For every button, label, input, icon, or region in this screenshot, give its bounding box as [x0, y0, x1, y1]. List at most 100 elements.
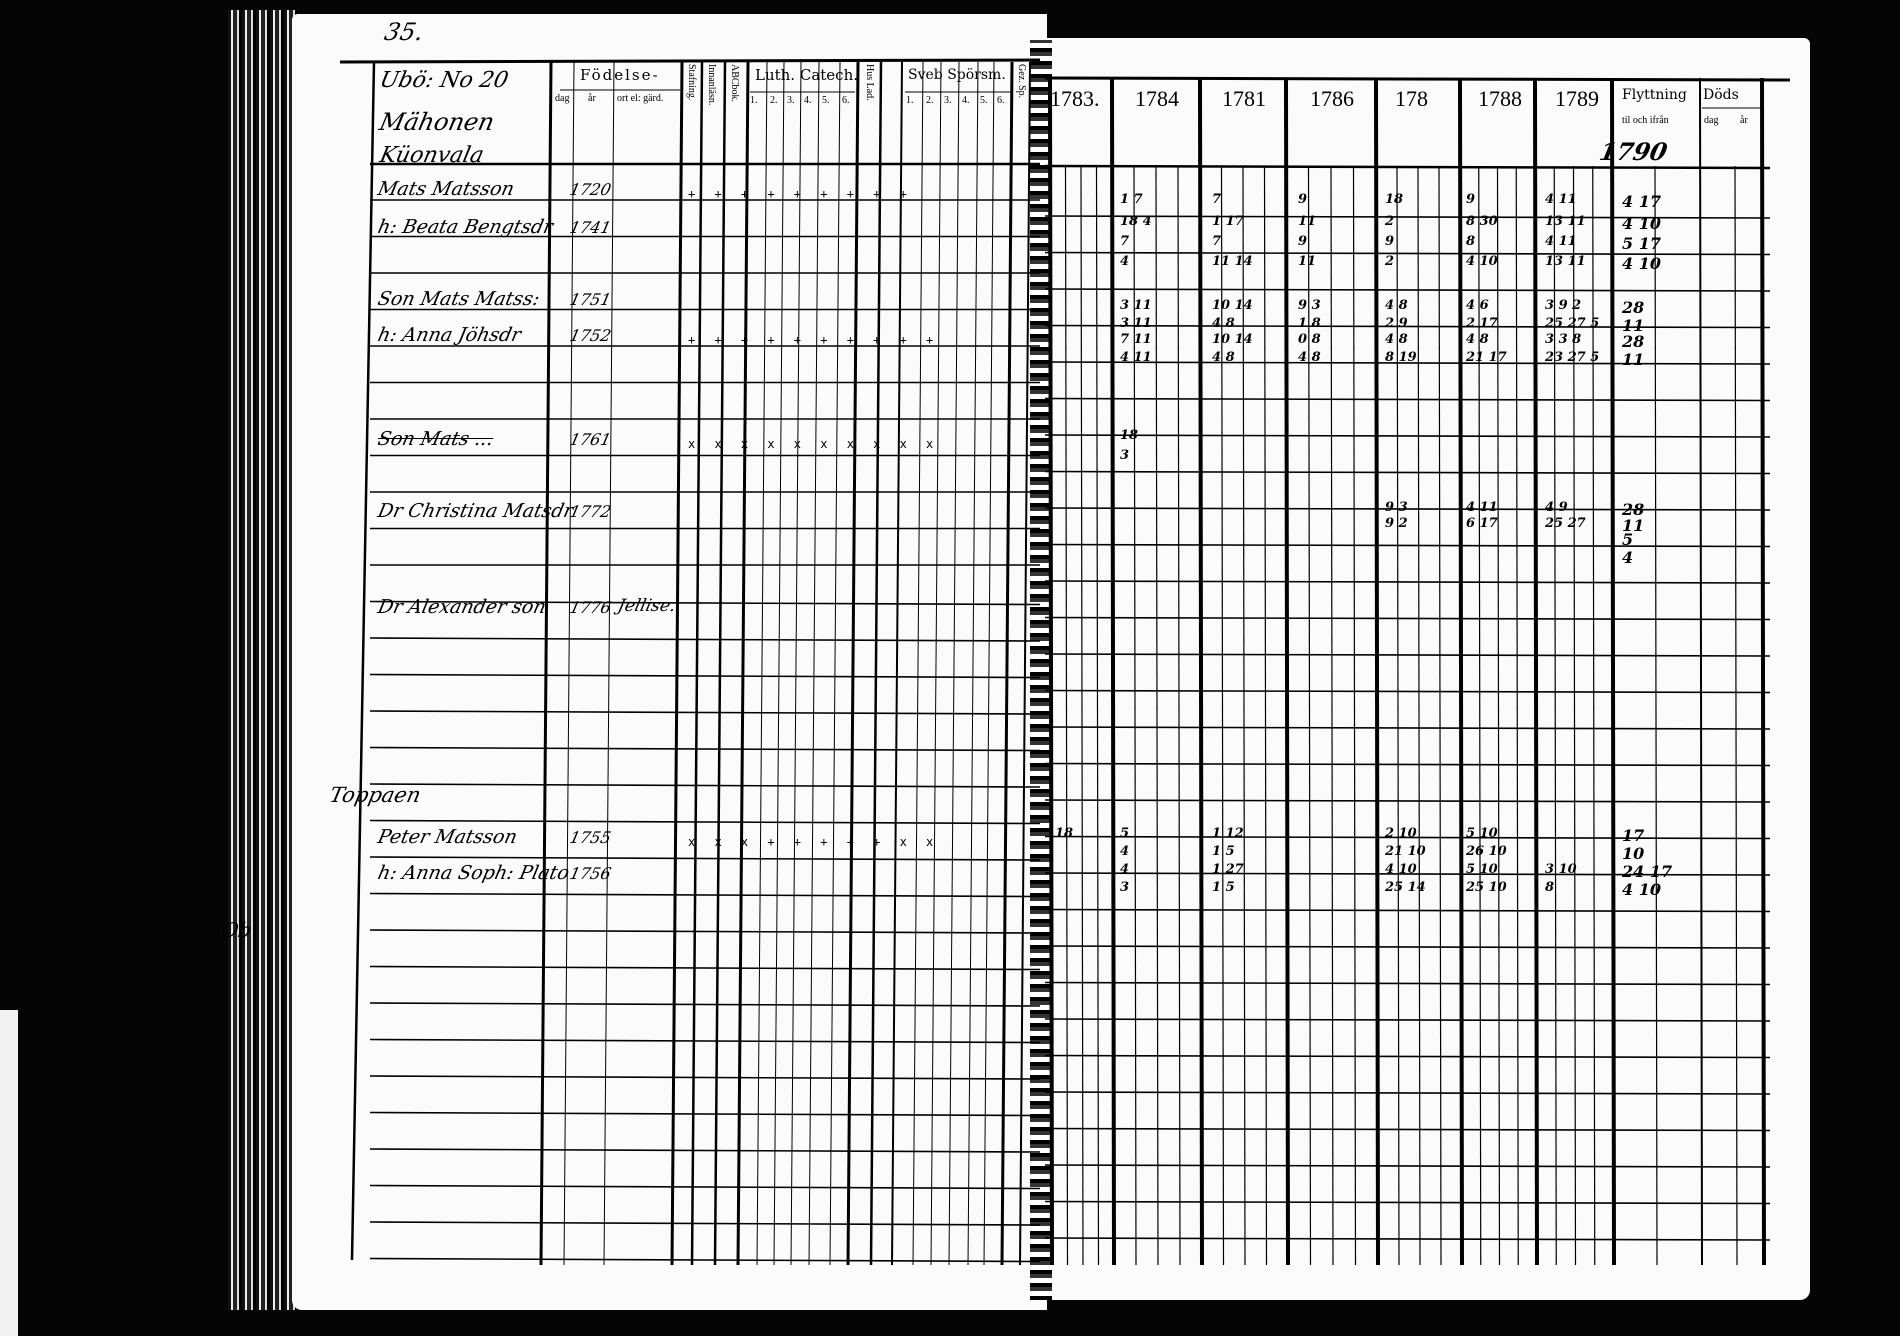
- header-abcbok: ABCbok.: [729, 64, 740, 103]
- record-number: 4 10: [1622, 214, 1661, 233]
- sub-column-rule: [1242, 165, 1246, 1266]
- person-name: Son Mats ...: [375, 428, 496, 450]
- column-rule: [603, 61, 615, 1266]
- luth-col-label: 1.: [750, 95, 758, 106]
- column-rule: [539, 61, 553, 1266]
- year-header: 1788: [1478, 86, 1522, 111]
- record-number: 4 10: [1622, 254, 1661, 273]
- record-number: 21 17: [1466, 350, 1507, 365]
- record-number: 0 8: [1298, 332, 1321, 347]
- record-number: 4 8: [1385, 332, 1408, 347]
- birth-year: 1761: [568, 430, 613, 449]
- header-sveb-sporsm: Sveb Spörsm.: [908, 67, 1006, 83]
- birth-year: 1752: [568, 326, 613, 345]
- row-rule: [369, 929, 1041, 934]
- header-innanlasn: Innanläsn.: [706, 64, 717, 106]
- row-rule: [369, 965, 1041, 971]
- year-column-rule: [1284, 77, 1290, 1266]
- record-number: 11: [1622, 316, 1645, 335]
- record-number: 4 10: [1622, 880, 1661, 899]
- header-stafning: Stafning.: [686, 64, 697, 101]
- luth-col-label: 2.: [770, 95, 778, 106]
- person-name: h: Anna Jöhsdr: [375, 324, 523, 346]
- record-number: 28: [1622, 298, 1645, 317]
- row-rule: [1044, 1091, 1771, 1095]
- birth-year: 1720: [568, 180, 613, 199]
- year-header: 1786: [1310, 86, 1354, 111]
- year-header: 1783.: [1050, 86, 1100, 111]
- sub-column-rule: [1095, 165, 1100, 1266]
- row-rule: [369, 1111, 1041, 1117]
- sub-column-rule: [1592, 165, 1596, 1266]
- row-rule: [1044, 1164, 1771, 1168]
- catechism-marks: x x x x x x x x x x: [688, 437, 940, 451]
- column-rule: [948, 61, 960, 1266]
- header-fodelse: Födelse-: [580, 66, 660, 84]
- record-number: 1 5: [1212, 880, 1235, 895]
- record-number: 3 11: [1120, 316, 1152, 331]
- column-rule: [790, 61, 802, 1266]
- birth-year: 1756: [568, 864, 613, 883]
- sub-column-rule: [1515, 165, 1519, 1266]
- record-number: 9: [1385, 234, 1395, 249]
- luth-col-label: 3.: [787, 95, 795, 106]
- column-rule: [869, 61, 883, 1266]
- column-rule: [713, 61, 727, 1266]
- row-rule: [369, 600, 1041, 606]
- year-column-rule: [1374, 77, 1380, 1266]
- sub-column-rule: [1553, 165, 1557, 1266]
- birth-year: 1776: [568, 598, 613, 617]
- sub-column-rule: [1352, 165, 1357, 1266]
- header-ort: ort el: gärd.: [617, 93, 664, 104]
- record-number: 11: [1298, 254, 1317, 269]
- year-column-rule: [1198, 77, 1204, 1266]
- column-rule: [1000, 61, 1014, 1266]
- record-number: 10 14: [1212, 332, 1253, 347]
- record-number: 9 3: [1385, 500, 1408, 515]
- row-rule: [369, 746, 1041, 752]
- row-rule: [1044, 1127, 1771, 1132]
- record-number: 28: [1622, 332, 1645, 351]
- person-name: Peter Matsson: [375, 826, 520, 848]
- column-rule: [563, 61, 575, 1266]
- record-number: 10 14: [1212, 298, 1253, 313]
- record-number: 4 11: [1545, 234, 1577, 249]
- record-number: 9 2: [1385, 516, 1408, 531]
- birth-year: 1741: [568, 218, 613, 237]
- name-column-border: [350, 61, 376, 1261]
- header-hus-lad: Hus Lad.: [864, 64, 875, 101]
- column-rule: [846, 61, 860, 1266]
- record-number: 11 14: [1212, 254, 1253, 269]
- row-rule: [1044, 689, 1771, 694]
- column-rule: [773, 61, 785, 1266]
- record-number: 28: [1622, 500, 1645, 519]
- record-number: 4 11: [1466, 500, 1498, 515]
- column-rule: [808, 61, 820, 1266]
- column-rule: [967, 61, 979, 1266]
- record-number: 9: [1298, 234, 1308, 249]
- row-rule: [369, 819, 1041, 825]
- year-header: 178: [1395, 86, 1428, 111]
- sveb-col-label: 6.: [997, 95, 1005, 106]
- row-rule: [1044, 507, 1771, 511]
- row-rule: [1044, 653, 1771, 657]
- row-rule: [1044, 470, 1771, 475]
- row-rule: [369, 673, 1041, 679]
- column-rule: [670, 61, 684, 1266]
- header-top-rule: [339, 58, 1041, 64]
- record-number: 2 17: [1466, 316, 1498, 331]
- row-rule: [1044, 288, 1771, 292]
- birth-place: Jellise.: [615, 596, 678, 616]
- record-number: 8 19: [1385, 350, 1417, 365]
- page-edge-strip: [0, 1010, 18, 1336]
- sveb-col-label: 2.: [926, 95, 934, 106]
- record-number: 4: [1120, 254, 1130, 269]
- sub-column-rule: [1330, 165, 1334, 1266]
- row-rule: [1044, 799, 1771, 803]
- record-number: 13 11: [1545, 214, 1586, 229]
- record-number: 5: [1120, 826, 1130, 841]
- row-rule: [1044, 762, 1771, 767]
- sub-column-rule: [1080, 165, 1084, 1266]
- birth-year: 1772: [568, 502, 613, 521]
